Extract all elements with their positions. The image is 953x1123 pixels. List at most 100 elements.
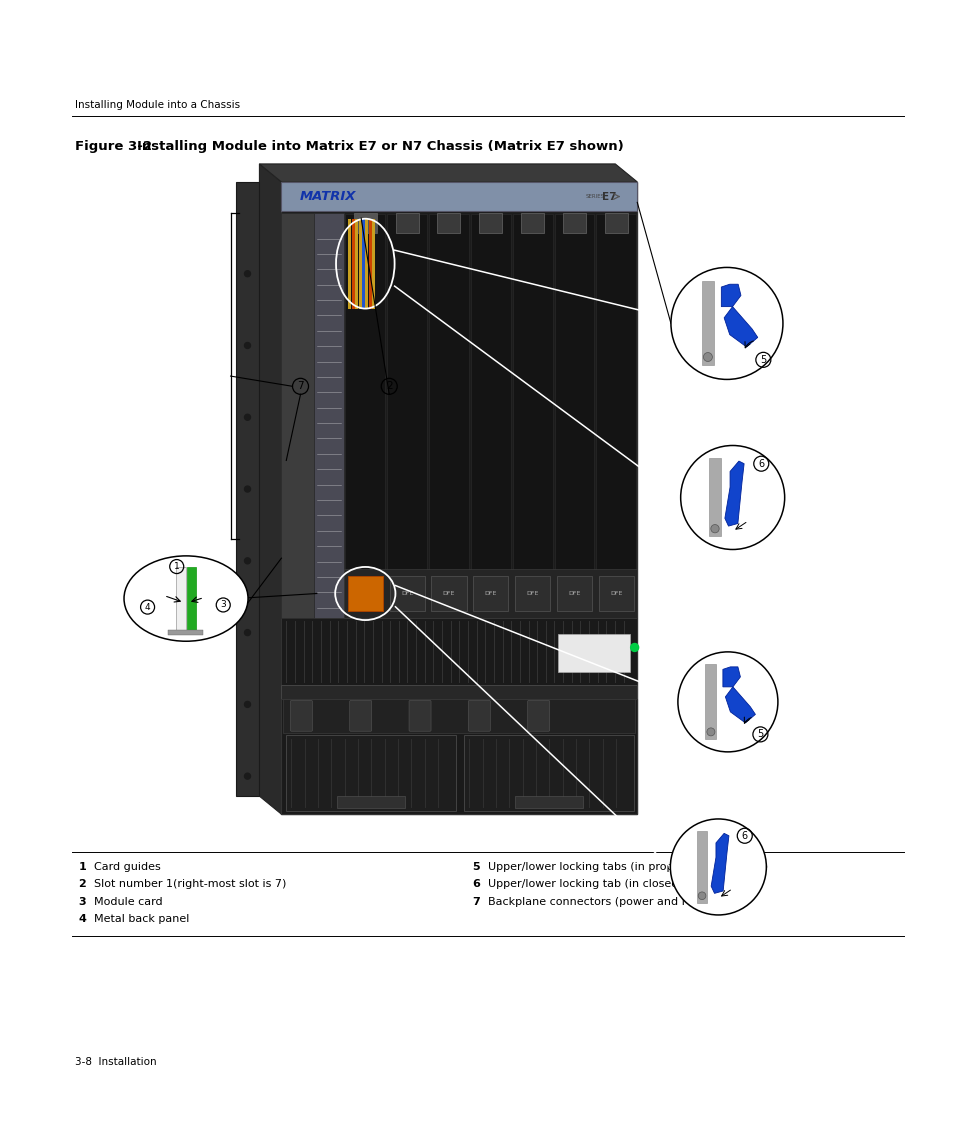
Bar	[562, 213, 585, 234]
Text: 5: 5	[472, 861, 479, 871]
Bar	[344, 569, 637, 618]
Text: DFE: DFE	[484, 591, 497, 596]
Bar	[558, 634, 629, 672]
Circle shape	[244, 702, 251, 707]
Text: Installing Module into Matrix E7 or N7 Chassis (Matrix E7 shown): Installing Module into Matrix E7 or N7 C…	[137, 139, 623, 153]
Bar	[235, 182, 259, 796]
Text: 6: 6	[740, 831, 747, 841]
Bar	[176, 566, 186, 630]
Bar	[281, 182, 637, 211]
Circle shape	[244, 773, 251, 779]
Bar	[464, 736, 634, 811]
Circle shape	[678, 651, 777, 752]
Circle shape	[670, 267, 782, 380]
Bar	[361, 219, 365, 309]
Text: 6: 6	[472, 879, 479, 889]
Bar	[286, 736, 456, 811]
Bar	[337, 796, 405, 809]
Bar	[281, 182, 637, 814]
Circle shape	[702, 353, 712, 362]
Bar	[355, 219, 357, 309]
Circle shape	[244, 343, 251, 348]
Circle shape	[244, 630, 251, 636]
Bar	[187, 566, 195, 630]
Polygon shape	[724, 687, 755, 723]
Bar	[554, 214, 594, 617]
Bar	[596, 214, 636, 617]
Text: 4: 4	[145, 603, 151, 612]
Polygon shape	[710, 833, 728, 894]
Text: MATRIX: MATRIX	[299, 190, 355, 203]
Bar	[281, 618, 637, 685]
Text: 4: 4	[78, 914, 86, 924]
Polygon shape	[259, 164, 637, 182]
Bar	[358, 219, 361, 309]
Bar	[281, 213, 314, 618]
Circle shape	[244, 558, 251, 564]
Text: Installing Module into a Chassis: Installing Module into a Chassis	[75, 100, 240, 110]
Circle shape	[710, 524, 719, 532]
Bar	[473, 576, 508, 611]
Bar	[283, 699, 635, 733]
Text: 3-8  Installation: 3-8 Installation	[75, 1057, 157, 1067]
Bar	[478, 213, 502, 234]
Bar	[281, 699, 637, 814]
Text: DFE: DFE	[400, 591, 413, 596]
Bar	[389, 576, 424, 611]
Circle shape	[244, 486, 251, 492]
Text: Backplane connectors (power and FTM2): Backplane connectors (power and FTM2)	[488, 897, 715, 906]
Text: Metal back panel: Metal back panel	[94, 914, 190, 924]
Polygon shape	[723, 307, 757, 347]
Text: 5: 5	[757, 729, 762, 739]
Text: Figure 3-2: Figure 3-2	[75, 139, 152, 153]
Text: 7: 7	[297, 382, 303, 391]
Bar	[348, 576, 382, 611]
Bar	[471, 214, 510, 617]
Bar	[437, 213, 460, 234]
Bar	[281, 685, 637, 699]
Bar	[352, 219, 355, 309]
Text: SERIES: SERIES	[584, 194, 604, 199]
Bar	[168, 630, 203, 634]
Text: Slot number 1(right-most slot is 7): Slot number 1(right-most slot is 7)	[94, 879, 286, 889]
Bar	[701, 282, 713, 365]
Bar	[395, 213, 418, 234]
Bar	[696, 831, 706, 903]
Text: Module card: Module card	[94, 897, 163, 906]
Bar	[598, 576, 633, 611]
Text: Card guides: Card guides	[94, 861, 161, 871]
Bar	[372, 219, 375, 309]
Bar	[431, 576, 466, 611]
Bar	[515, 796, 582, 809]
Bar	[369, 219, 372, 309]
Bar	[604, 213, 627, 234]
Text: 2: 2	[386, 382, 392, 391]
Bar	[515, 576, 550, 611]
Bar	[708, 458, 720, 537]
Text: DFE: DFE	[568, 591, 580, 596]
FancyBboxPatch shape	[527, 701, 549, 731]
Bar	[348, 219, 351, 309]
Bar	[354, 213, 376, 234]
Bar	[345, 214, 385, 617]
Text: 5: 5	[760, 355, 765, 365]
Circle shape	[706, 728, 714, 736]
Circle shape	[698, 892, 705, 900]
Bar	[520, 213, 543, 234]
Text: DFE: DFE	[526, 591, 538, 596]
Circle shape	[244, 271, 251, 276]
Circle shape	[244, 414, 251, 420]
Text: Upper/lower locking tabs (in proper open position): Upper/lower locking tabs (in proper open…	[488, 861, 767, 871]
Bar	[557, 576, 592, 611]
Circle shape	[670, 819, 765, 915]
Polygon shape	[259, 164, 281, 814]
Text: DFE: DFE	[610, 591, 622, 596]
Bar	[512, 214, 552, 617]
Circle shape	[630, 643, 638, 651]
Bar	[429, 214, 469, 617]
Ellipse shape	[124, 556, 248, 641]
FancyBboxPatch shape	[468, 701, 490, 731]
Bar	[365, 219, 368, 309]
Text: 6: 6	[758, 458, 763, 468]
Text: 1: 1	[173, 562, 179, 572]
